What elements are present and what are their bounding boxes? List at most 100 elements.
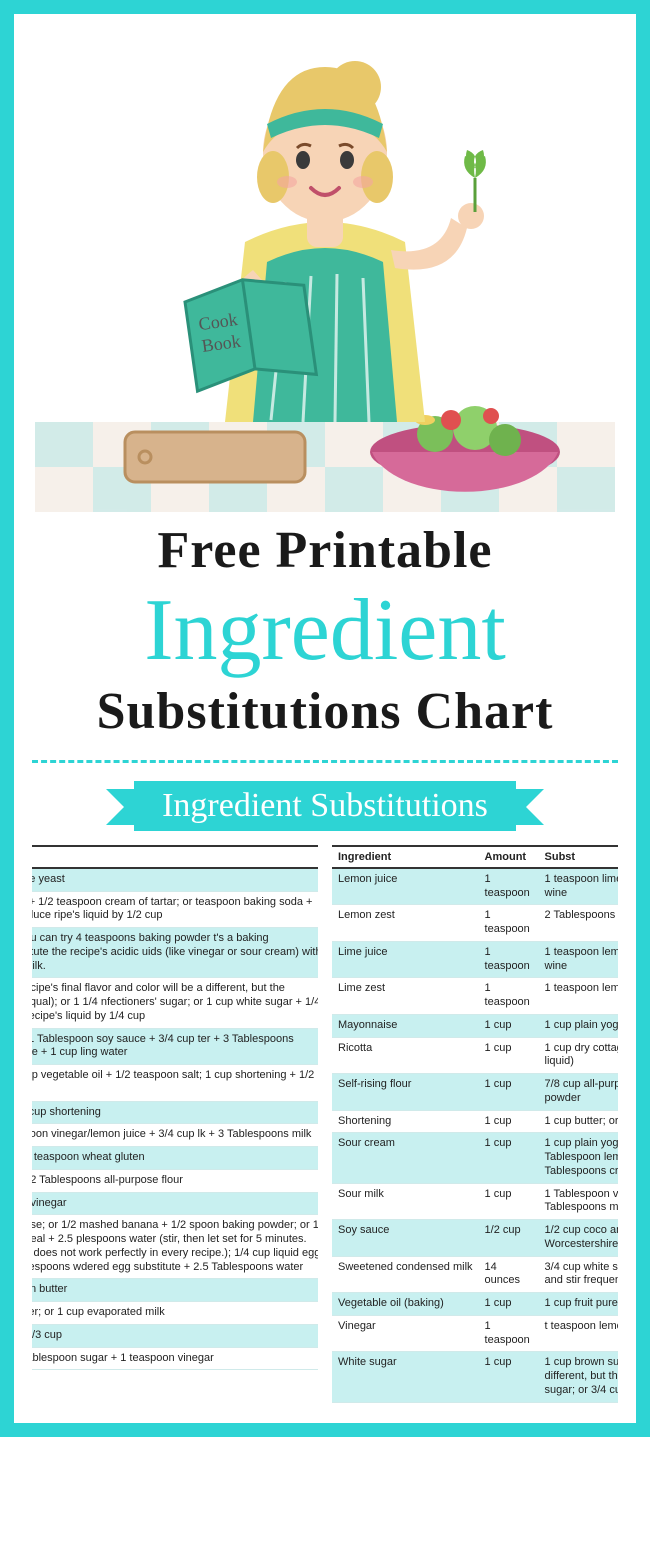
table-cell: 1/2 teaspoons rapid rise yeast bbox=[32, 868, 318, 891]
table-cell: 1 cup bbox=[479, 1352, 539, 1402]
table-row: Lemon zest1 teaspoon2 Tablespoons lemon … bbox=[332, 905, 618, 942]
table-cell: Vinegar bbox=[332, 1315, 479, 1352]
table-cell: Sour milk bbox=[332, 1183, 479, 1220]
table-row: Shortening1 cup1 cup butter; or 1 cup ma… bbox=[332, 1110, 618, 1133]
table-cell: cup all-purpose flour + 2 Tablespoons al… bbox=[32, 1169, 318, 1192]
table-cell: Lemon zest bbox=[332, 905, 479, 942]
table-cell: 1 cup bbox=[479, 1037, 539, 1074]
table-cell: 1 teaspoon lemon juice; or 1 te white wi… bbox=[539, 941, 618, 978]
table-row: teaspoon baking soda + 1/2 teaspoon crea… bbox=[32, 891, 318, 928]
table-cell: teaspoons lemon juice/vinegar bbox=[32, 1192, 318, 1215]
table-header: Substitution bbox=[32, 846, 318, 868]
table-row: cup milk + 1/3 cup butter; or 1 cup evap… bbox=[32, 1302, 318, 1325]
table-cell: 1 cup bbox=[479, 1074, 539, 1111]
table-row: Lime juice1 teaspoon1 teaspoon lemon jui… bbox=[332, 941, 618, 978]
table-row: Lemon juice1 teaspoon1 teaspoon lime jui… bbox=[332, 868, 618, 905]
table-cell: cup vegetable oil; or 1 cup shortening bbox=[32, 1101, 318, 1124]
table-header: Amount bbox=[479, 846, 539, 868]
ribbon-label: Ingredient Substitutions bbox=[134, 781, 516, 830]
table-row: up all-purpose flour + 1 teaspoon wheat … bbox=[32, 1147, 318, 1170]
table-cell: up tomato sauce + 1 Tablespoon sugar + 1… bbox=[32, 1347, 318, 1370]
table-row: up vegetable broth; or 1 Tablespoon soy … bbox=[32, 1028, 318, 1065]
title-line-3: Substitutions Chart bbox=[32, 683, 618, 740]
table-cell: Tablespoons mayonnaise; or 1/2 mashed ba… bbox=[32, 1215, 318, 1279]
table-row: Ricotta1 cup1 cup dry cottage cheese (st… bbox=[332, 1037, 618, 1074]
table-cell: 1 cup dry cottage cheese (strain excess … bbox=[539, 1037, 618, 1074]
table-cell: Mayonnaise bbox=[332, 1014, 479, 1037]
table-cell: 1 cup fruit puree (such as apple bbox=[539, 1293, 618, 1316]
table-row: up margarine; or 7/8 cup vegetable oil +… bbox=[32, 1065, 318, 1102]
table-row: Sour milk1 cup1 Tablespoon vinegar/lemon… bbox=[332, 1183, 618, 1220]
table-row: Sour cream1 cup1 cup plain yogurt; or 3/… bbox=[332, 1133, 618, 1183]
title-line-1: Free Printable bbox=[32, 522, 618, 579]
table-cell: 2 Tablespoons lemon juice; or bbox=[539, 905, 618, 942]
table-cell: 1 teaspoon bbox=[479, 1315, 539, 1352]
table-cell: 1/4 cup white sugar + 1/3 cup bbox=[32, 1324, 318, 1347]
table-row: t recommended, but you can try 4 teaspoo… bbox=[32, 928, 318, 978]
table-cell: 1 cup bbox=[479, 1402, 539, 1405]
table-cell: 1 cup brown sugar (your recipe a bit dif… bbox=[539, 1352, 618, 1402]
table-row: teaspoons lemon juice/vinegar bbox=[32, 1192, 318, 1215]
substitution-table-right: IngredientAmountSubstLemon juice1 teaspo… bbox=[332, 845, 618, 1405]
table-cell: 1/2 cup bbox=[479, 1220, 539, 1257]
table-row: Vinegar1 teaspoont teaspoon lemon/lime j… bbox=[332, 1315, 618, 1352]
title-block: Free Printable Ingredient Substitutions … bbox=[32, 522, 618, 740]
table-cell: 1 cup bbox=[479, 1293, 539, 1316]
tables-row: Substitution1/2 teaspoons rapid rise yea… bbox=[32, 845, 618, 1405]
table-cell: 1 cup bbox=[479, 1133, 539, 1183]
table-row: up yogurt; or 1 Tablespoon vinegar/lemon… bbox=[32, 1124, 318, 1147]
table-cell: Lime juice bbox=[332, 941, 479, 978]
table-cell: t recommended, but you can try 4 teaspoo… bbox=[32, 928, 318, 978]
table-cell: up yogurt; or 1 Tablespoon vinegar/lemon… bbox=[32, 1124, 318, 1147]
table-row: Tablespoons mayonnaise; or 1/2 mashed ba… bbox=[32, 1215, 318, 1279]
table-row: cup all-purpose flour + 2 Tablespoons al… bbox=[32, 1169, 318, 1192]
table-cell: Lime zest bbox=[332, 978, 479, 1015]
table-cell: up white sugar (your recipe's final flav… bbox=[32, 978, 318, 1028]
table-cell: Shortening bbox=[332, 1110, 479, 1133]
ribbon-banner: Ingredient Substitutions bbox=[32, 781, 618, 830]
table-cell: White sugar bbox=[332, 1352, 479, 1402]
left-table-wrap: Substitution1/2 teaspoons rapid rise yea… bbox=[32, 845, 318, 1405]
right-table-wrap: IngredientAmountSubstLemon juice1 teaspo… bbox=[332, 845, 618, 1405]
table-cell: 1 cup butter; or 1 cup margarin teaspoon bbox=[539, 1110, 618, 1133]
table-cell: 1 teaspoon bbox=[479, 868, 539, 905]
table-cell: Lemon juice bbox=[332, 868, 479, 905]
table-row: Sweetened condensed milk14 ounces3/4 cup… bbox=[332, 1256, 618, 1293]
table-cell: 1 teaspoon bbox=[479, 905, 539, 942]
table-cell: 3/4 cup white sugar + 1/2 cup w milk- bo… bbox=[539, 1256, 618, 1293]
table-cell: 1 Tablespoon vinegar/lemon ju Tablespoon… bbox=[539, 1183, 618, 1220]
table-cell: cup milk + 1/3 cup butter; or 1 cup evap… bbox=[32, 1302, 318, 1325]
table-row: Soy sauce1/2 cup1/2 cup coco aminos/liqu… bbox=[332, 1220, 618, 1257]
table-cell: teaspoon baking soda + 1/2 teaspoon crea… bbox=[32, 891, 318, 928]
cook-illustration-svg: Cook Book bbox=[32, 32, 618, 512]
table-cell: 1 cup bbox=[479, 1110, 539, 1133]
table-header: Ingredient bbox=[332, 846, 479, 868]
table-row: Mayonnaise1 cup1 cup plain yogurt; or 1 … bbox=[332, 1014, 618, 1037]
table-cell: t teaspoon lemon/lime juice; or bbox=[539, 1315, 618, 1352]
table-cell: 14 ounces bbox=[479, 1256, 539, 1293]
table-cell: Soy sauce bbox=[332, 1220, 479, 1257]
table-cell: 1 cup bbox=[479, 1183, 539, 1220]
table-row: Vegetable oil (baking)1 cup1 cup fruit p… bbox=[332, 1293, 618, 1316]
table-row: 1/2 teaspoons rapid rise yeast bbox=[32, 868, 318, 891]
table-row: Wine1 cup1 cup broth (chicken, beef, or … bbox=[332, 1402, 618, 1405]
dashed-separator bbox=[32, 760, 618, 763]
table-cell: 1/2 cup coco aminos/liquid ami Worcester… bbox=[539, 1220, 618, 1257]
table-cell: 1 teaspoon lime juice; or 1/2 te white w… bbox=[539, 868, 618, 905]
table-cell: 1 cup broth (chicken, beef, or v bbox=[539, 1402, 618, 1405]
table-cell: Self-rising flour bbox=[332, 1074, 479, 1111]
table-cell: Wine bbox=[332, 1402, 479, 1405]
table-row: 1/4 cup white sugar + 1/3 cup bbox=[32, 1324, 318, 1347]
table-cell: 1 cup plain yogurt; or 3/4 cup b Tablesp… bbox=[539, 1133, 618, 1183]
table-row: White sugar1 cup1 cup brown sugar (your … bbox=[332, 1352, 618, 1402]
table-cell: Vegetable oil (baking) bbox=[332, 1293, 479, 1316]
hero-illustration: Cook Book bbox=[32, 32, 618, 512]
table-cell: 1 teaspoon bbox=[479, 941, 539, 978]
table-cell: Ricotta bbox=[332, 1037, 479, 1074]
table-row: Self-rising flour1 cup7/8 cup all-purpos… bbox=[332, 1074, 618, 1111]
table-cell: 1 cup plain yogurt; or 1 cup sou bbox=[539, 1014, 618, 1037]
substitution-table-left: Substitution1/2 teaspoons rapid rise yea… bbox=[32, 845, 318, 1371]
title-line-2: Ingredient bbox=[32, 587, 618, 675]
table-cell: 1 teaspoon lemon zest bbox=[539, 978, 618, 1015]
table-cell: up margarine; or 7/8 cup vegetable oil +… bbox=[32, 1065, 318, 1102]
